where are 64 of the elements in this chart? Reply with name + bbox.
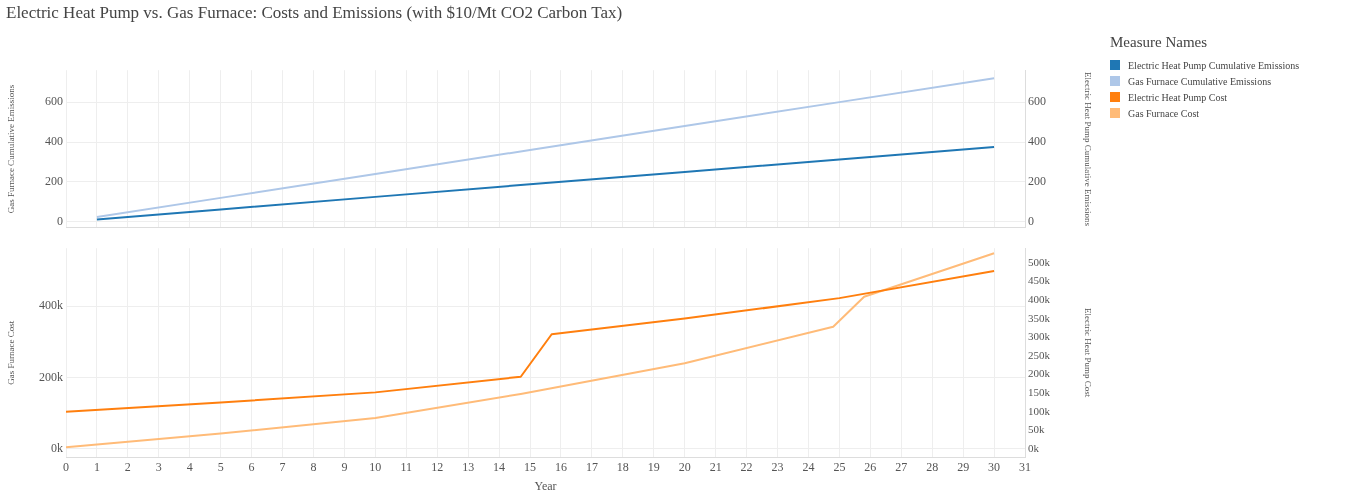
legend-label: Electric Heat Pump Cumulative Emissions — [1128, 59, 1300, 71]
y2-axis-title: Electric Heat Pump Cumulative Emissions — [1083, 72, 1094, 227]
x-tick-label: 16 — [554, 459, 567, 474]
x-tick-label: 19 — [647, 459, 660, 474]
chart-title: Electric Heat Pump vs. Gas Furnace: Costs and Emissions (with $10/Mt CO2 Carbon Tax) — [6, 3, 623, 23]
x-tick-label: 22 — [740, 459, 753, 474]
x-axis-title: Year — [534, 478, 557, 493]
legend-label: Gas Furnace Cost — [1128, 107, 1200, 119]
y2-tick-label: 150k — [1028, 386, 1051, 399]
legend-label: Gas Furnace Cumulative Emissions — [1128, 75, 1272, 87]
x-tick-label: 23 — [771, 459, 784, 474]
y2-tick-label: 300k — [1028, 330, 1051, 343]
legend-label: Electric Heat Pump Cost — [1128, 91, 1228, 103]
y-axis-title: Gas Furnace Cost — [5, 320, 16, 385]
y-tick-label: 0 — [57, 213, 63, 228]
x-tick-label: 11 — [400, 459, 413, 474]
x-tick-label: 3 — [155, 459, 162, 474]
x-tick-label: 15 — [524, 459, 537, 474]
y2-tick-label: 500k — [1028, 255, 1051, 268]
y-tick-label: 200k — [39, 369, 63, 384]
x-tick-label: 13 — [462, 459, 475, 474]
y2-tick-label: 250k — [1028, 348, 1051, 361]
legend-title: Measure Names — [1110, 34, 1209, 51]
x-tick-label: 28 — [926, 459, 939, 474]
y-tick-label: 400 — [45, 134, 63, 149]
y2-tick-label: 0 — [1028, 213, 1034, 228]
x-tick-label: 14 — [493, 459, 506, 474]
x-tick-label: 2 — [124, 459, 131, 474]
y2-tick-label: 450k — [1028, 274, 1051, 287]
y2-tick-label: 200 — [1028, 174, 1046, 189]
y2-tick-label: 50k — [1028, 423, 1045, 436]
x-tick-label: 5 — [217, 459, 224, 474]
x-tick-label: 21 — [709, 459, 722, 474]
y2-tick-label: 350k — [1028, 311, 1051, 324]
x-tick-label: 17 — [585, 459, 598, 474]
y-tick-label: 0k — [51, 441, 63, 456]
y2-tick-label: 400 — [1028, 134, 1046, 149]
x-tick-label: 7 — [279, 459, 286, 474]
x-tick-label: 8 — [310, 459, 317, 474]
x-tick-label: 26 — [864, 459, 877, 474]
x-tick-label: 24 — [802, 459, 815, 474]
x-tick-label: 29 — [957, 459, 970, 474]
x-tick-label: 10 — [369, 459, 382, 474]
x-tick-label: 25 — [833, 459, 846, 474]
x-tick-label: 9 — [341, 459, 348, 474]
x-tick-label: 4 — [186, 459, 193, 474]
x-tick-label: 20 — [678, 459, 691, 474]
y2-axis-title: Electric Heat Pump Cost — [1083, 308, 1094, 398]
y-tick-label: 400k — [39, 298, 63, 313]
y2-tick-label: 600 — [1028, 94, 1046, 109]
y-tick-label: 200 — [45, 174, 63, 189]
x-tick-label: 1 — [93, 459, 100, 474]
x-tick-label: 31 — [1019, 459, 1031, 474]
y2-tick-label: 400k — [1028, 292, 1051, 305]
x-tick-label: 18 — [616, 459, 629, 474]
x-tick-label: 12 — [431, 459, 444, 474]
x-tick-label: 6 — [248, 459, 255, 474]
x-tick-label: 30 — [988, 459, 1001, 474]
y-tick-label: 600 — [45, 94, 63, 109]
y2-tick-label: 200k — [1028, 367, 1051, 380]
y-axis-title: Gas Furnace Cumulative Emissions — [5, 84, 16, 214]
y2-tick-label: 100k — [1028, 404, 1051, 417]
x-tick-label: 27 — [895, 459, 908, 474]
y2-tick-label: 0k — [1028, 441, 1040, 454]
